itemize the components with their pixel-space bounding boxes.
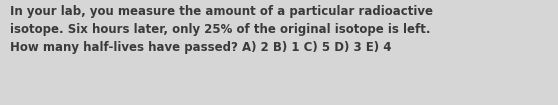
Text: In your lab, you measure the amount of a particular radioactive
isotope. Six hou: In your lab, you measure the amount of a… xyxy=(10,5,433,54)
